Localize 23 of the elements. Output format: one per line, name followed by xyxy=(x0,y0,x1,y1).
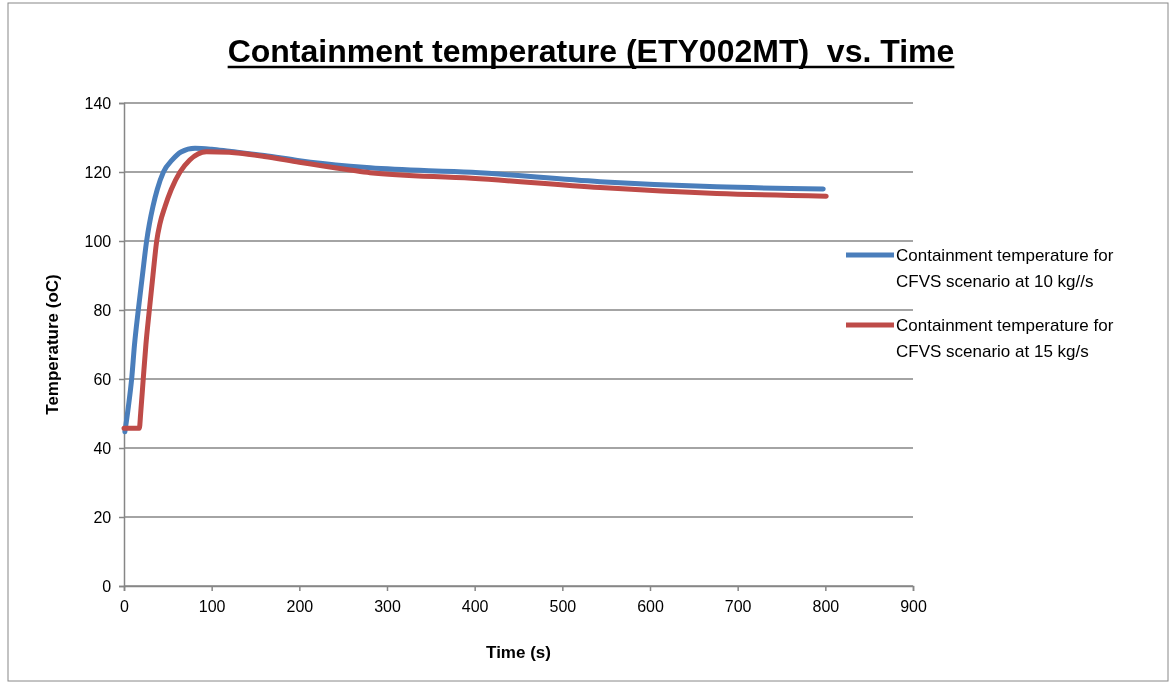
x-tick-label: 900 xyxy=(900,597,927,615)
x-tick-label: 0 xyxy=(120,597,130,615)
legend-label: Containment temperature for CFVS scenario at 10 kg//s xyxy=(896,246,1114,291)
x-axis-title: Time (s) xyxy=(486,643,551,662)
y-tick-label: 80 xyxy=(93,301,112,319)
y-axis-title: Temperature (oC) xyxy=(43,274,62,415)
y-tick-label: 40 xyxy=(93,439,112,457)
y-tick-label: 100 xyxy=(84,232,112,250)
legend-label: Containment temperature for CFVS scenario at 15 kg/s xyxy=(896,316,1114,361)
y-tick-label: 0 xyxy=(102,577,112,595)
y-tick-label: 60 xyxy=(93,370,112,388)
x-tick-label: 500 xyxy=(549,597,577,615)
x-tick-label: 600 xyxy=(637,597,664,615)
x-tick-label: 800 xyxy=(812,597,840,615)
x-tick-label: 700 xyxy=(724,597,752,615)
x-tick-label: 200 xyxy=(286,597,314,615)
y-tick-label: 20 xyxy=(93,508,112,526)
chart-title: Containment temperature (ETY002MT) vs. Time xyxy=(227,33,955,69)
x-tick-label: 400 xyxy=(461,597,489,615)
y-tick-label: 120 xyxy=(84,163,112,181)
x-tick-label: 100 xyxy=(198,597,226,615)
x-tick-label: 300 xyxy=(374,597,401,615)
y-tick-label: 140 xyxy=(84,94,112,112)
